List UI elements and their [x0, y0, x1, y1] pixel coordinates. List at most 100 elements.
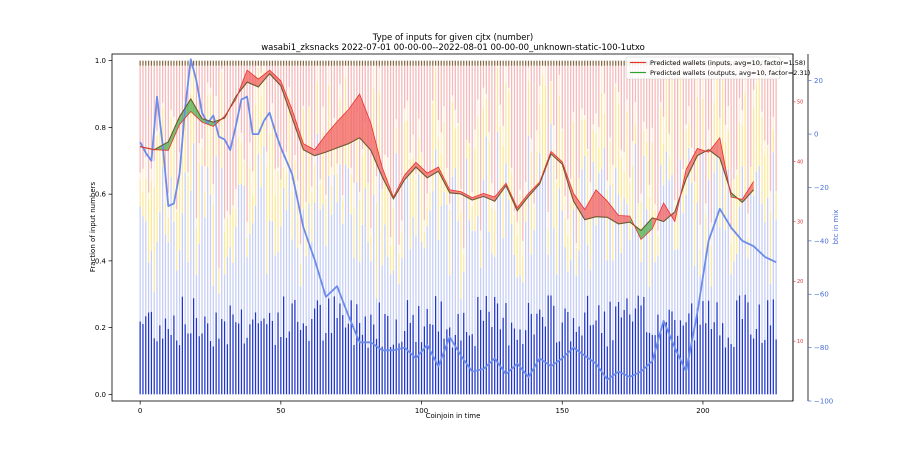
bar-segment: [477, 65, 479, 100]
difference-fill: [359, 94, 371, 151]
bar-segment: [145, 60, 147, 66]
bar-segment: [570, 65, 572, 179]
bar-segment: [176, 60, 178, 66]
bar-segment: [176, 65, 178, 210]
bar-segment: [420, 65, 423, 153]
y2-axis-label: btc in mix: [832, 210, 840, 245]
bar-segment: [654, 65, 656, 204]
bar-segment: [716, 143, 718, 303]
bar-segment: [229, 215, 231, 248]
difference-fill: [427, 167, 439, 178]
bar-segment: [733, 65, 735, 180]
bar-segment: [654, 335, 656, 395]
bar-segment: [297, 180, 299, 194]
bar-segment: [420, 241, 423, 343]
bar-segment: [609, 141, 611, 186]
bar-segment: [153, 187, 155, 292]
bar-segment: [176, 340, 178, 395]
bar-segment: [477, 60, 479, 66]
bar-segment: [457, 220, 459, 314]
bar-segment: [519, 60, 521, 66]
bar-segment: [615, 86, 617, 169]
bar-segment: [767, 147, 769, 199]
y2-tick-label: 0: [814, 131, 818, 139]
difference-fill: [168, 116, 180, 151]
bar-segment: [592, 324, 594, 395]
bar-segment: [724, 141, 727, 231]
bar-segment: [415, 341, 417, 395]
bar-segment: [164, 203, 167, 235]
bar-segment: [685, 322, 687, 395]
bar-segment: [527, 135, 530, 303]
bar-segment: [491, 65, 493, 184]
bar-segment: [187, 60, 189, 66]
bar-segment: [229, 247, 231, 306]
bar-segment: [508, 200, 510, 346]
bar-segment: [266, 60, 268, 66]
bar-segment: [581, 169, 583, 336]
bar-segment: [606, 65, 608, 181]
bar-segment: [451, 101, 454, 177]
bar-segment: [339, 65, 341, 85]
bar-segment: [741, 318, 743, 395]
bar-segment: [525, 330, 527, 395]
y-tick-label: 0.0: [95, 391, 106, 399]
bar-segment: [525, 60, 527, 66]
chart-subtitle: wasabi1_zksnacks 2022-07-01 00-00-00--20…: [261, 43, 645, 53]
bar-segment: [747, 213, 749, 239]
bar-segment: [198, 162, 200, 244]
bar-segment: [305, 202, 307, 204]
bar-segment: [707, 149, 710, 180]
bar-segment: [254, 205, 257, 313]
bar-segment: [316, 81, 319, 134]
bar-segment: [482, 65, 485, 88]
y2-tick-label: −80: [814, 344, 829, 352]
bar-segment: [488, 232, 490, 312]
bar-segment: [339, 60, 341, 66]
bar-segment: [319, 185, 321, 210]
bar-segment: [423, 326, 425, 395]
bar-segment: [361, 155, 364, 225]
bar-segment: [454, 334, 456, 395]
bar-segment: [139, 60, 141, 66]
bar-segment: [547, 211, 549, 229]
bar-segment: [260, 60, 262, 66]
bar-segment: [249, 60, 251, 66]
bar-segment: [367, 183, 369, 243]
legend: Predicted wallets (inputs, avg=10, facto…: [625, 56, 810, 80]
bar-segment: [437, 60, 440, 66]
bar-segment: [207, 166, 209, 324]
bar-segment: [285, 60, 288, 66]
bar-segment: [505, 163, 507, 304]
bar-segment: [522, 65, 524, 241]
bar-segment: [437, 120, 440, 139]
bar-segment: [719, 118, 721, 228]
bar-segment: [195, 227, 198, 275]
bar-segment: [370, 60, 372, 66]
bar-segment: [252, 171, 254, 196]
bar-segment: [541, 64, 544, 76]
bar-segment: [313, 60, 316, 66]
bar-segment: [305, 60, 307, 66]
bar-segment: [353, 344, 355, 395]
bar-segment: [516, 60, 518, 66]
bar-segment: [412, 157, 414, 218]
bar-segment: [406, 120, 409, 171]
bar-segment: [195, 60, 198, 66]
bar-segment: [705, 203, 707, 215]
bar-segment: [176, 270, 178, 341]
bar-segment: [705, 214, 707, 253]
bar-segment: [207, 95, 209, 167]
bar-segment: [775, 192, 777, 220]
bar-segment: [322, 65, 324, 107]
bar-segment: [238, 184, 240, 324]
bar-segment: [238, 111, 240, 137]
bar-segment: [297, 248, 299, 322]
bar-segment: [741, 110, 743, 127]
bar-segment: [519, 194, 521, 276]
bar-segment: [541, 316, 544, 395]
bar-segment: [288, 65, 290, 87]
bar-segment: [685, 124, 687, 130]
bar-segment: [302, 65, 304, 106]
bar-segment: [181, 155, 183, 214]
